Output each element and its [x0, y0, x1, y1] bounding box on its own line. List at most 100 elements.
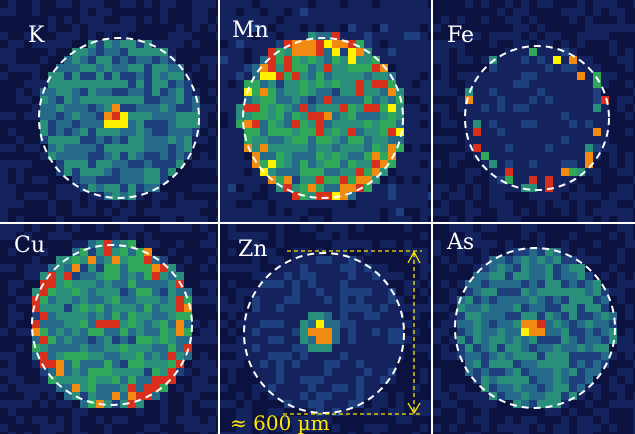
map-pixel [8, 424, 16, 432]
map-pixel [16, 136, 24, 144]
map-pixel [577, 232, 585, 240]
map-pixel [300, 48, 308, 56]
map-pixel [553, 336, 561, 344]
map-pixel [601, 368, 609, 376]
map-pixel [120, 120, 128, 128]
map-pixel [284, 88, 292, 96]
map-pixel [284, 120, 292, 128]
map-pixel [473, 56, 481, 64]
map-pixel [545, 32, 553, 40]
map-pixel [489, 328, 497, 336]
map-pixel [316, 352, 324, 360]
map-pixel [220, 400, 228, 408]
map-pixel [497, 384, 505, 392]
map-pixel [428, 112, 431, 120]
map-pixel [577, 0, 585, 8]
map-pixel [404, 192, 412, 200]
map-pixel [276, 200, 284, 208]
map-pixel [24, 264, 32, 272]
map-pixel [176, 40, 184, 48]
map-pixel [72, 8, 80, 16]
map-pixel [489, 16, 497, 24]
map-pixel [561, 392, 569, 400]
map-pixel [625, 352, 633, 360]
map-pixel [505, 160, 513, 168]
map-pixel [64, 168, 72, 176]
map-pixel [220, 80, 228, 88]
map-pixel [433, 320, 441, 328]
map-pixel [332, 400, 340, 408]
map-pixel [112, 64, 120, 72]
map-pixel [593, 88, 601, 96]
map-pixel [577, 128, 585, 136]
map-pixel [120, 312, 128, 320]
map-pixel [24, 208, 32, 216]
map-pixel [364, 200, 372, 208]
map-pixel [332, 416, 340, 424]
map-pixel [260, 112, 268, 120]
map-pixel [104, 320, 112, 328]
map-pixel [420, 384, 428, 392]
map-pixel [88, 384, 96, 392]
map-pixel [300, 232, 308, 240]
map-pixel [457, 304, 465, 312]
map-pixel [433, 400, 441, 408]
map-pixel [380, 208, 388, 216]
map-pixel [24, 64, 32, 72]
map-pixel [561, 120, 569, 128]
map-pixel [332, 376, 340, 384]
map-pixel [40, 264, 48, 272]
map-pixel [364, 96, 372, 104]
map-pixel [284, 272, 292, 280]
map-pixel [465, 48, 473, 56]
map-pixel [176, 176, 184, 184]
map-pixel [244, 0, 252, 8]
map-pixel [481, 0, 489, 8]
map-pixel [176, 296, 184, 304]
map-pixel [136, 408, 144, 416]
map-pixel [176, 416, 184, 424]
map-pixel [160, 120, 168, 128]
map-pixel [88, 24, 96, 32]
map-pixel [80, 416, 88, 424]
map-pixel [16, 40, 24, 48]
map-pixel [144, 328, 152, 336]
map-pixel [577, 64, 585, 72]
map-pixel [404, 224, 412, 232]
map-pixel [593, 64, 601, 72]
map-pixel [88, 32, 96, 40]
map-pixel [276, 120, 284, 128]
map-pixel [553, 360, 561, 368]
map-pixel [160, 80, 168, 88]
map-pixel [316, 320, 324, 328]
map-pixel [16, 312, 24, 320]
map-pixel [128, 288, 136, 296]
map-pixel [428, 32, 431, 40]
map-pixel [420, 96, 428, 104]
map-pixel [152, 392, 160, 400]
map-pixel [553, 136, 561, 144]
map-pixel [144, 8, 152, 16]
map-pixel [324, 392, 332, 400]
map-pixel [168, 112, 176, 120]
map-pixel [144, 224, 152, 232]
map-pixel [545, 344, 553, 352]
map-pixel [364, 232, 372, 240]
map-pixel [176, 264, 184, 272]
map-pixel [372, 368, 380, 376]
map-pixel [192, 392, 200, 400]
map-pixel [356, 72, 364, 80]
map-pixel [545, 392, 553, 400]
map-pixel [372, 32, 380, 40]
map-pixel [252, 360, 260, 368]
map-pixel [465, 56, 473, 64]
map-pixel [404, 344, 412, 352]
map-pixel [80, 48, 88, 56]
map-pixel [332, 352, 340, 360]
map-pixel [340, 80, 348, 88]
map-pixel [585, 376, 593, 384]
map-pixel [372, 160, 380, 168]
map-pixel [489, 272, 497, 280]
map-pixel [64, 24, 72, 32]
map-pixel [324, 208, 332, 216]
